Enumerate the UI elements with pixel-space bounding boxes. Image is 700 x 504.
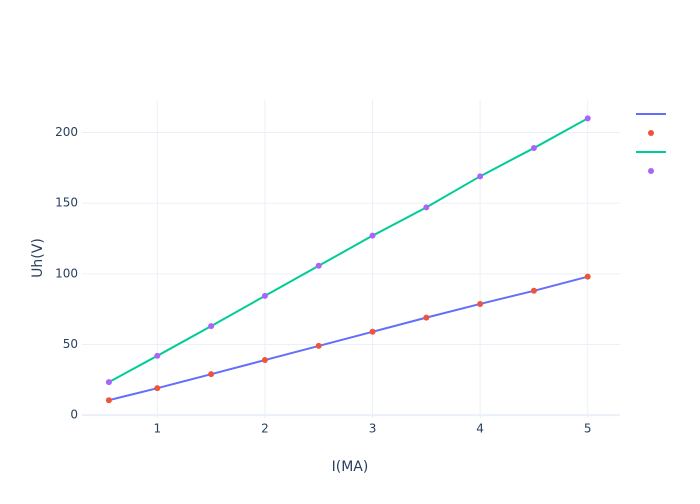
x-tick-label: 4 [476,422,484,436]
data-point [584,115,591,122]
data-point [584,273,591,280]
y-tick-label: 100 [55,266,78,280]
y-axis-title: Uh(V) [30,238,46,278]
x-tick-label: 2 [261,422,269,436]
x-axis-title: I(MA) [332,459,369,475]
series-line [108,117,589,383]
data-point [261,357,268,364]
legend-swatch [648,130,654,136]
data-point [530,287,537,294]
y-tick-label: 0 [70,408,78,422]
data-point [369,328,376,335]
data-point [477,300,484,307]
data-point [369,232,376,239]
data-point [423,314,430,321]
data-point [105,379,112,386]
data-point [423,204,430,211]
x-tick-label: 1 [153,422,161,436]
data-point [477,173,484,180]
data-point [208,323,215,330]
data-point [208,371,215,378]
y-tick-label: 50 [63,337,78,351]
legend-swatch [648,168,654,174]
data-point [261,292,268,299]
data-point [315,262,322,269]
x-tick-label: 5 [584,422,592,436]
data-point [315,342,322,349]
y-tick-label: 150 [55,196,78,210]
y-tick-label: 200 [55,125,78,139]
data-point [154,385,161,392]
x-tick-label: 3 [369,422,377,436]
data-point [530,145,537,152]
data-point [105,397,112,404]
data-point [154,352,161,359]
series-line [108,275,588,402]
